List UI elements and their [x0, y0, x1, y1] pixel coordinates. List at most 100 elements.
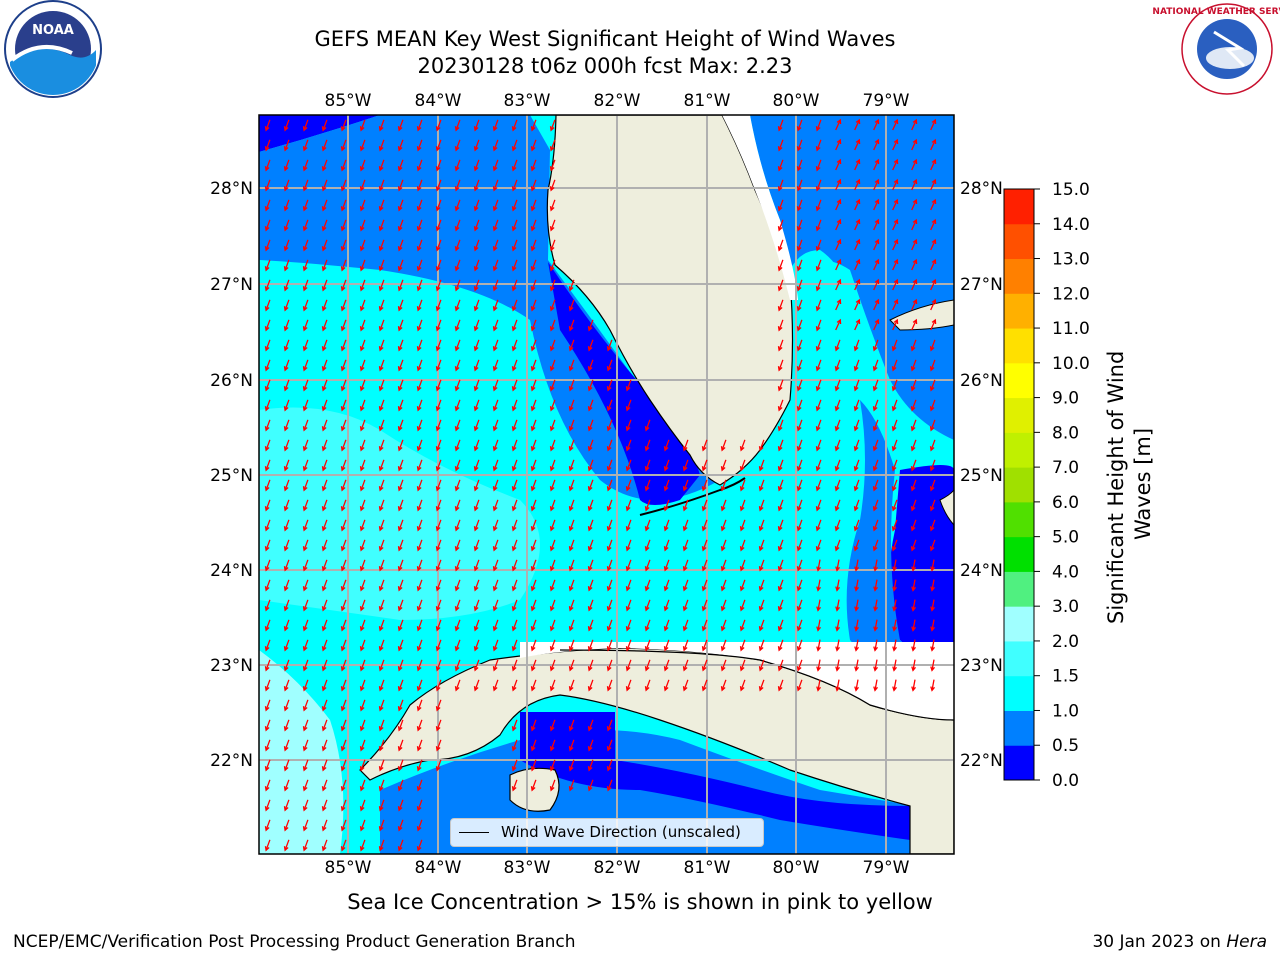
wind-arrow: [265, 599, 271, 611]
wind-arrow: [550, 559, 556, 571]
wind-arrow: [303, 779, 309, 791]
wind-arrow-head: [836, 318, 842, 325]
wind-arrow-head: [340, 706, 346, 712]
wind-arrow-head: [644, 486, 650, 492]
wind-arrow-head: [873, 566, 879, 572]
wind-arrow: [892, 219, 898, 231]
wind-arrow-head: [549, 506, 555, 512]
chart-title: GEFS MEAN Key West Significant Height of…: [314, 27, 896, 51]
wind-arrow-head: [416, 846, 422, 852]
wind-arrow: [702, 579, 708, 591]
wind-arrow-head: [796, 686, 802, 692]
wind-arrow-head: [435, 286, 441, 292]
chart-subtitle: 20230128 t06z 000h fcst Max: 2.23: [417, 54, 793, 78]
wind-arrow: [379, 539, 385, 551]
wind-arrow: [874, 599, 878, 611]
wind-arrow: [854, 419, 860, 431]
wind-arrow-head: [473, 666, 479, 672]
wind-arrow: [607, 739, 613, 751]
wind-arrow-head: [321, 786, 327, 792]
wind-arrow: [931, 559, 935, 571]
lon-labels-bottom: 85°W 84°W 83°W 82°W 81°W 80°W 79°W: [325, 858, 910, 878]
wind-arrow-head: [587, 466, 593, 472]
wind-arrow-head: [454, 306, 460, 312]
wind-arrow: [303, 699, 309, 711]
wind-arrow-head: [930, 566, 936, 572]
wind-arrow: [626, 439, 632, 451]
wind-arrow-head: [836, 118, 842, 125]
wind-arrow: [550, 359, 556, 371]
wind-arrow: [550, 119, 556, 131]
wind-arrow: [493, 419, 499, 431]
wind-arrow: [911, 359, 917, 371]
wind-arrow-head: [549, 566, 555, 572]
bahamas-land: [889, 299, 954, 331]
wind-arrow-head: [892, 646, 898, 652]
wind-arrow: [702, 459, 708, 471]
wind-arrow: [645, 579, 651, 591]
wind-arrow: [911, 539, 917, 551]
wind-arrow: [855, 579, 859, 591]
wind-arrow-head: [530, 566, 536, 572]
wind-arrow-head: [416, 186, 422, 192]
wind-arrow-head: [815, 406, 821, 412]
wind-arrow: [702, 639, 708, 651]
wind-arrow: [284, 499, 290, 511]
wind-arrow-head: [511, 466, 517, 472]
wind-arrow-head: [492, 226, 498, 232]
wind-arrow: [284, 539, 290, 551]
wind-arrow: [512, 519, 518, 531]
wind-arrow: [778, 399, 784, 411]
wind-arrow: [322, 259, 328, 271]
wind-arrow-head: [777, 606, 783, 612]
wind-arrow-head: [302, 386, 308, 392]
wind-arrow: [493, 599, 499, 611]
wind-arrow: [417, 119, 423, 131]
wind-arrow-head: [359, 486, 365, 492]
wind-arrow-head: [854, 686, 860, 692]
wind-arrow: [436, 659, 442, 671]
wind-arrow-head: [739, 686, 745, 692]
wind-arrow-head: [397, 446, 403, 452]
wind-arrow: [816, 539, 822, 551]
wind-arrow-head: [625, 386, 631, 392]
wind-arrow: [588, 579, 594, 591]
wind-arrow: [265, 159, 271, 171]
wind-arrow: [930, 459, 936, 471]
wind-arrow: [322, 239, 328, 251]
wind-arrow-head: [606, 786, 612, 792]
wind-arrow-head: [777, 506, 783, 512]
wind-arrow: [474, 479, 480, 491]
wind-arrow-head: [302, 306, 308, 312]
wind-arrow: [512, 639, 518, 651]
wind-arrow-head: [720, 686, 726, 692]
wind-arrow: [835, 199, 841, 211]
wind-arrow-head: [891, 346, 897, 352]
wind-arrow-head: [511, 186, 517, 192]
wind-arrow-head: [264, 606, 270, 612]
wind-arrow: [912, 599, 916, 611]
wind-arrow-head: [796, 306, 802, 312]
wind-arrow: [550, 199, 556, 211]
wind-arrow: [740, 439, 746, 451]
wind-arrow: [588, 599, 594, 611]
wind-arrow-head: [321, 726, 327, 732]
wind-arrow: [474, 359, 480, 371]
wind-arrow-head: [816, 566, 822, 572]
wind-arrow: [930, 259, 936, 271]
wind-arrow: [284, 759, 290, 771]
wind-arrow: [379, 379, 385, 391]
wind-arrow-head: [606, 526, 612, 532]
wind-arrow: [284, 359, 290, 371]
wind-arrow: [797, 379, 803, 391]
wind-arrow-head: [283, 786, 289, 792]
wind-arrow: [797, 119, 803, 131]
wind-arrow-head: [663, 666, 669, 672]
wind-arrow: [873, 339, 879, 351]
wind-arrow-head: [739, 586, 745, 592]
wind-arrow-head: [701, 446, 707, 452]
wind-arrow: [816, 419, 822, 431]
wind-arrow-head: [340, 326, 346, 332]
wind-arrow-head: [264, 386, 270, 392]
wind-arrow-head: [492, 446, 498, 452]
